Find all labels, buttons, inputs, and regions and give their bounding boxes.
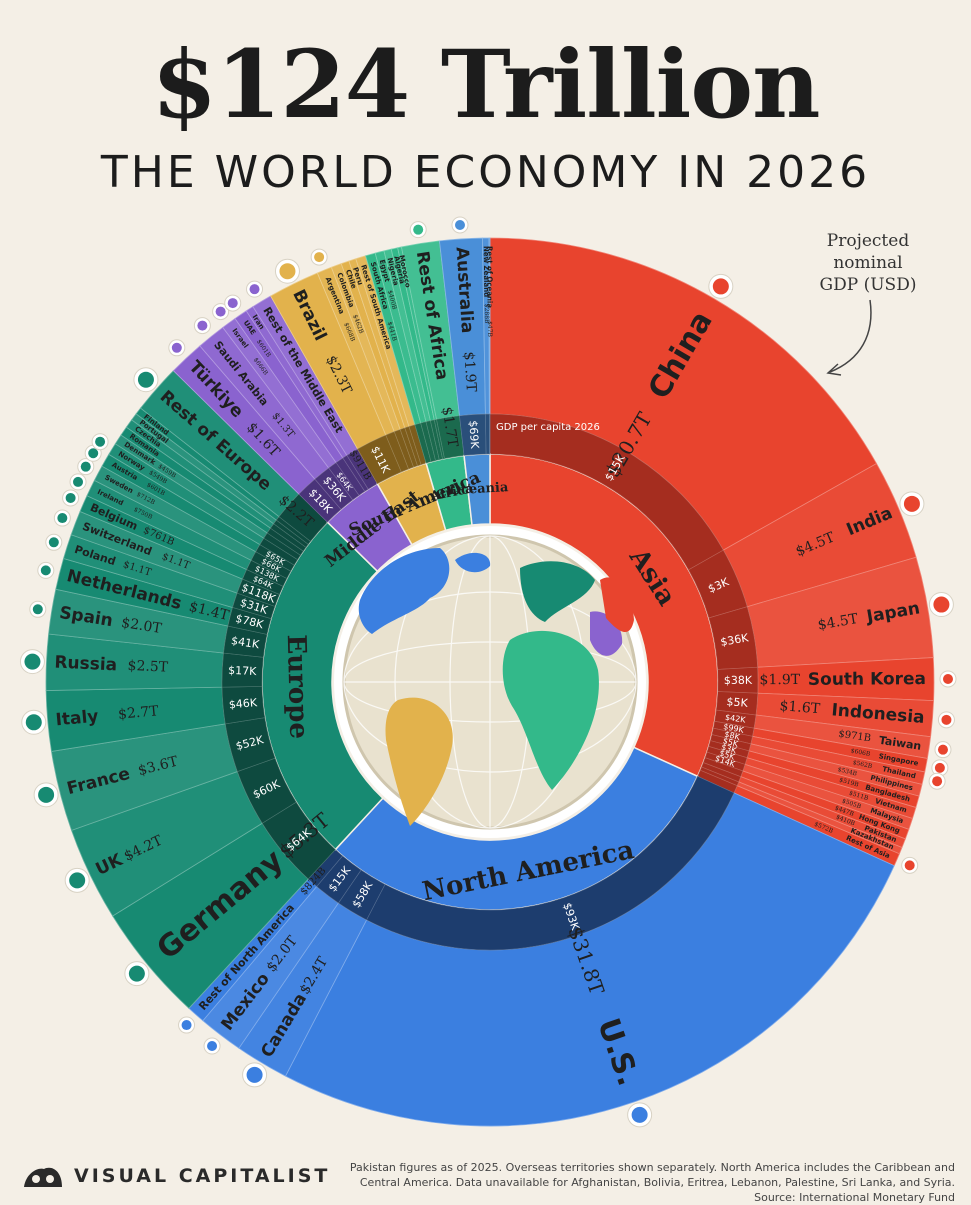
flag-russia-dot-icon (24, 653, 41, 670)
flag-spain-dot-icon (32, 604, 43, 615)
flag-france-dot-icon (38, 786, 55, 803)
gdp-label-singapore: $606B (850, 747, 871, 758)
gdp-label-indonesia: $1.6T (779, 698, 821, 717)
annotation-arrow-head (826, 363, 842, 376)
gdp-label-philippines: $534B (837, 766, 858, 778)
per-capita-label-south-korea: $38K (724, 674, 753, 687)
per-capita-segment-new-zealand (485, 413, 490, 455)
flag-thailand-dot-icon (932, 776, 943, 787)
flag-india-dot-icon (903, 495, 920, 512)
globe-europe (520, 561, 595, 622)
globe-north-america (358, 548, 450, 634)
per-capita-label-japan: $36K (719, 631, 750, 649)
flag-austria-dot-icon (88, 448, 99, 459)
flag-brazil-dot-icon (279, 263, 296, 280)
annotation-projected-gdp: Projected nominal GDP (USD) (808, 230, 928, 296)
flag-norway-dot-icon (95, 436, 106, 447)
country-label-taiwan: Taiwan (878, 734, 922, 753)
flag-poland-dot-icon (48, 537, 59, 548)
flag-ireland-dot-icon (73, 476, 84, 487)
globe-illustration (334, 526, 646, 838)
flag-australia-dot-icon (454, 219, 465, 230)
brand: VISUAL CAPITALIST (22, 1163, 330, 1189)
gdp-label-australia: $1.9T (460, 351, 479, 393)
flag-sweden-dot-icon (80, 461, 91, 472)
flag-taiwan-dot-icon (937, 744, 948, 755)
flag-u-s-dot-icon (631, 1106, 648, 1123)
gdp-label-south-korea: $1.9T (759, 672, 800, 688)
gdp-label-rest-of-oceania: $47B (486, 321, 493, 337)
globe-south-america (385, 697, 453, 826)
gdp-label-taiwan: $971B (838, 729, 872, 745)
globe-africa (502, 630, 599, 790)
brand-name: VISUAL CAPITALIST (74, 1165, 331, 1187)
flag-italy-dot-icon (25, 714, 42, 731)
globe-asia (600, 577, 634, 633)
flag-south-korea-dot-icon (942, 673, 953, 684)
flag-saudi-arabia-dot-icon (197, 320, 208, 331)
gdp-label-egypt: $400B (386, 290, 398, 311)
chart-title: $124 Trillion (151, 30, 821, 140)
country-label-rest-of-oceania: Rest of Oceania (485, 246, 493, 308)
flag-rest-of-the-middle-east-dot-icon (249, 284, 260, 295)
per-capita-label-russia: $17K (228, 664, 258, 678)
gdp-label-italy: $2.7T (117, 703, 159, 723)
gdp-label-russia: $2.5T (127, 658, 169, 676)
annotation-line-2: nominal (833, 253, 903, 273)
per-capita-label-australia: $69K (466, 420, 481, 450)
region-label-europe: Europe (281, 634, 314, 739)
country-label-new-zealand: New Zealand (482, 246, 490, 297)
flag-uae-dot-icon (227, 298, 238, 309)
chart-rings (19, 216, 957, 1128)
gdp-label-new-zealand: $288B (483, 304, 490, 324)
flag-argentina-dot-icon (314, 252, 325, 263)
globe-greenland (455, 552, 491, 573)
gdp-label-rest-of-africa: $1.7T (438, 406, 460, 449)
per-capita-label-italy: $46K (228, 696, 258, 712)
visual-capitalist-logo-icon (24, 1167, 62, 1187)
flag-israel-dot-icon (215, 306, 226, 317)
per-capita-label-spain: $41K (230, 634, 261, 651)
annotation-line-1: Projected (826, 231, 910, 251)
flag-netherlands-dot-icon (40, 565, 51, 576)
flag-singapore-dot-icon (934, 762, 945, 773)
per-capita-label-bangladesh: $3K (720, 742, 738, 755)
flag-indonesia-dot-icon (941, 714, 952, 725)
flag-rest-of-africa-dot-icon (413, 224, 424, 235)
flag-rest-of-asia-dot-icon (904, 860, 915, 871)
flag-switzerland-dot-icon (57, 513, 68, 524)
per-capita-ring-caption: GDP per capita 2026 (496, 422, 600, 433)
chart-subtitle: THE WORLD ECONOMY IN 2026 (100, 147, 871, 198)
region-label-oceania: Oceania (449, 480, 509, 498)
per-capita-label-singapore: $99K (723, 722, 746, 735)
flag-china-dot-icon (712, 278, 729, 295)
flag-germany-dot-icon (128, 965, 145, 982)
per-capita-label-taiwan: $42K (724, 713, 746, 725)
per-capita-label-thailand: $8K (724, 730, 742, 742)
flag-japan-dot-icon (933, 596, 950, 613)
country-label-russia: Russia (54, 653, 118, 676)
flag-mexico-dot-icon (207, 1041, 218, 1052)
footnote: Pakistan figures as of 2025. Overseas te… (349, 1161, 955, 1204)
gdp-label-thailand: $562B (852, 759, 873, 770)
flag-uk-dot-icon (69, 872, 86, 889)
annotation-line-3: GDP (USD) (819, 275, 917, 295)
flag-rest-of-north-america-dot-icon (181, 1020, 192, 1031)
flag-belgium-dot-icon (65, 492, 76, 503)
per-capita-segment-rest-of-oceania (489, 413, 491, 455)
flag-rest-of-europe-dot-icon (137, 371, 154, 388)
country-label-south-korea: South Korea (808, 669, 926, 690)
per-capita-label-philippines: $5K (722, 736, 740, 749)
flag-t-rkiye-dot-icon (171, 342, 182, 353)
annotation-arrow (829, 299, 872, 373)
country-label-italy: Italy (55, 707, 99, 731)
per-capita-label-indonesia: $5K (726, 695, 749, 710)
gdp-label-japan: $4.5T (817, 611, 860, 634)
gdp-label-spain: $2.0T (120, 615, 163, 637)
flag-canada-dot-icon (246, 1066, 263, 1083)
